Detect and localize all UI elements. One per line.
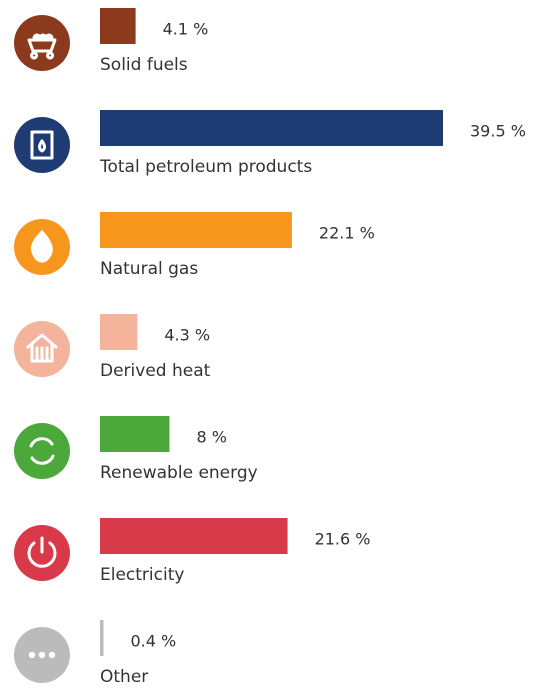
icon-glyph	[28, 651, 36, 659]
bar	[100, 212, 292, 248]
category-label: Electricity	[100, 565, 184, 585]
category-icon	[14, 15, 70, 71]
icon-glyph	[26, 333, 58, 363]
value-label: 22.1 %	[319, 224, 375, 243]
bar	[100, 518, 288, 554]
value-label: 4.1 %	[163, 20, 209, 39]
category-icon	[14, 117, 70, 173]
icon-glyph	[29, 437, 55, 465]
value-label: 8 %	[196, 428, 226, 447]
category-label: Natural gas	[100, 259, 198, 279]
category-label: Derived heat	[100, 361, 211, 381]
value-label: 0.4 %	[130, 632, 176, 651]
icon-glyph	[27, 536, 57, 568]
bar	[100, 110, 443, 146]
category-label: Other	[100, 667, 148, 684]
bar	[100, 620, 104, 656]
category-label: Renewable energy	[100, 463, 258, 483]
icon-glyph	[38, 651, 46, 659]
icon-glyph	[30, 130, 54, 160]
value-label: 39.5 %	[470, 122, 526, 141]
value-label: 4.3 %	[164, 326, 210, 345]
value-label: 21.6 %	[315, 530, 371, 549]
category-label: Total petroleum products	[99, 157, 312, 177]
bar	[100, 416, 170, 452]
icon-glyph	[48, 651, 56, 659]
category-label: Solid fuels	[100, 55, 188, 75]
icon-glyph	[30, 230, 53, 263]
category-icon	[14, 423, 70, 479]
bar	[100, 8, 136, 44]
icon-glyph	[27, 33, 57, 60]
bar	[100, 314, 138, 350]
